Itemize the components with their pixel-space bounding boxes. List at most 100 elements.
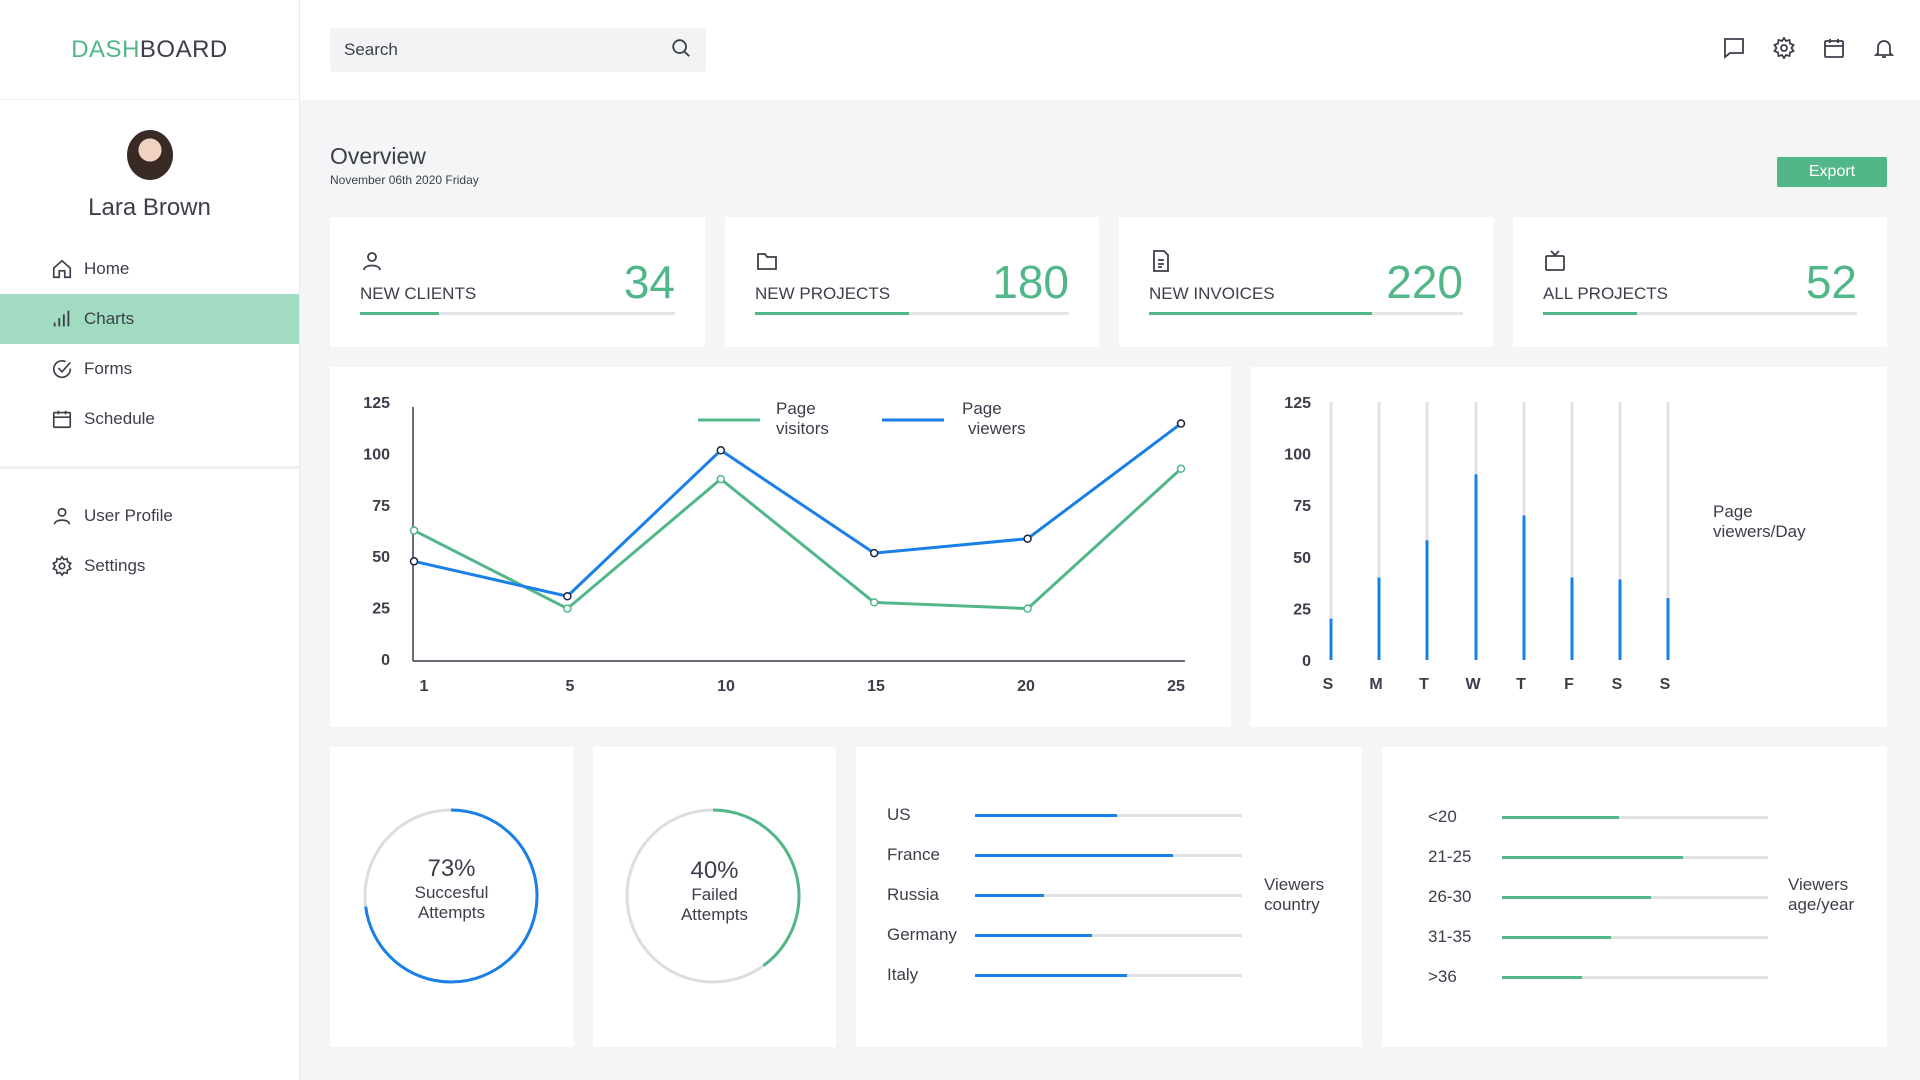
- search-icon[interactable]: [670, 37, 692, 64]
- viewers-country-card: Viewers country US France Russia Germany Ita…: [856, 747, 1362, 1047]
- sidebar: DASH BOARD Lara Brown Home Charts Forms: [0, 0, 300, 1080]
- hbar-track: [1502, 816, 1768, 819]
- legend-label: Page: [776, 399, 816, 418]
- sidebar-item-forms[interactable]: Forms: [0, 344, 299, 394]
- hbar-track: [975, 854, 1242, 857]
- user-profile-block: Lara Brown: [0, 100, 299, 222]
- avatar[interactable]: [126, 130, 173, 180]
- sidebar-divider: [0, 466, 299, 469]
- sidebar-item-charts[interactable]: Charts: [0, 294, 299, 344]
- sidebar-nav-secondary: User Profile Settings: [0, 491, 299, 591]
- donut-arc: [625, 808, 801, 984]
- stat-card-all-projects[interactable]: ALL PROJECTS 52: [1513, 217, 1887, 347]
- series-line: [413, 467, 1183, 611]
- hbar-label: France: [887, 845, 940, 864]
- hbar-label: Germany: [887, 925, 957, 944]
- chart-label: Page: [1713, 502, 1753, 521]
- donut-percentage: 40%: [690, 857, 739, 884]
- donut-card-success: 73% Succesful Attempts: [330, 747, 573, 1047]
- stat-card-new-invoices[interactable]: NEW INVOICES 220: [1119, 217, 1493, 347]
- calendar-icon[interactable]: [1822, 36, 1846, 60]
- hbar-label: 31-35: [1428, 927, 1472, 946]
- data-point: [716, 474, 726, 484]
- hbar-track: [1502, 936, 1768, 939]
- x-tick-label: T: [1516, 676, 1526, 693]
- stat-progress-track: [360, 312, 675, 315]
- bar-chart-icon: [50, 307, 74, 331]
- stat-label: NEW CLIENTS: [360, 284, 477, 303]
- y-tick-label: 100: [363, 446, 390, 463]
- y-tick-label: 0: [381, 652, 390, 669]
- sidebar-item-schedule[interactable]: Schedule: [0, 394, 299, 444]
- hbar-fill: [1502, 896, 1651, 899]
- page-title: Overview: [330, 143, 426, 169]
- donut-arc: [363, 808, 539, 984]
- hbar-track: [975, 814, 1242, 817]
- data-point: [563, 604, 572, 613]
- brand-part2: BOARD: [139, 35, 228, 63]
- y-tick-label: 75: [372, 498, 390, 515]
- donut-label: 40% Failed Attempts: [593, 857, 836, 925]
- folder-icon: [755, 249, 779, 273]
- donut-label: 73% Succesful Attempts: [330, 855, 573, 923]
- side-label-line1: Viewers: [1264, 875, 1325, 894]
- stat-value: 52: [1805, 256, 1857, 308]
- search-input[interactable]: [344, 40, 670, 60]
- user-name: Lara Brown: [88, 194, 211, 221]
- data-point: [1176, 419, 1186, 428]
- donut-percentage: 73%: [427, 855, 476, 882]
- y-tick-label: 25: [372, 601, 390, 618]
- check-circle-icon: [50, 357, 74, 381]
- y-tick-label: 0: [1302, 653, 1311, 670]
- bell-icon[interactable]: [1872, 36, 1896, 60]
- stat-label: ALL PROJECTS: [1543, 284, 1669, 303]
- legend-label: Page: [962, 399, 1002, 418]
- user-icon: [360, 249, 384, 273]
- hbar-track: [975, 974, 1242, 977]
- stat-value: 180: [992, 256, 1069, 308]
- legend-label: visitors: [776, 419, 829, 438]
- stat-progress-track: [1543, 312, 1857, 315]
- export-button[interactable]: Export: [1777, 157, 1887, 187]
- stat-progress-fill: [360, 312, 439, 315]
- viewers-age-card: Viewers age/year <20 21-25 26-30 31-35 >36: [1382, 747, 1887, 1047]
- stat-label: NEW INVOICES: [1149, 284, 1275, 303]
- sidebar-item-settings[interactable]: Settings: [0, 541, 299, 591]
- stat-card-new-projects[interactable]: NEW PROJECTS 180: [725, 217, 1099, 347]
- hbar-fill: [1502, 976, 1582, 979]
- hbar-fill: [975, 854, 1173, 857]
- user-icon: [50, 504, 74, 528]
- data-point: [409, 526, 419, 535]
- donut-label-line1: Failed: [691, 885, 738, 904]
- sidebar-item-label: Schedule: [84, 409, 155, 428]
- y-tick-label: 75: [1293, 498, 1311, 515]
- gear-icon[interactable]: [1772, 36, 1796, 60]
- sidebar-nav: Home Charts Forms Schedule: [0, 244, 299, 444]
- sidebar-item-user-profile[interactable]: User Profile: [0, 491, 299, 541]
- hbar-track: [975, 894, 1242, 897]
- x-tick-label: 5: [566, 678, 575, 695]
- x-tick-label: W: [1465, 676, 1481, 693]
- x-tick-label: 25: [1167, 678, 1185, 695]
- chat-icon[interactable]: [1722, 36, 1746, 60]
- data-point: [1023, 604, 1032, 613]
- stat-progress-fill: [755, 312, 909, 315]
- data-point: [716, 446, 726, 455]
- sidebar-item-home[interactable]: Home: [0, 244, 299, 294]
- hbar-label: <20: [1428, 807, 1457, 826]
- stat-label: NEW PROJECTS: [755, 284, 891, 303]
- x-tick-label: 20: [1017, 678, 1035, 695]
- donut-label-line1: Succesful: [414, 883, 489, 902]
- sidebar-item-label: User Profile: [84, 506, 173, 525]
- hbar-fill: [1502, 856, 1683, 859]
- data-point: [869, 548, 879, 558]
- donut-label-line2: Attempts: [417, 903, 486, 922]
- y-tick-label: 125: [1284, 395, 1311, 412]
- stat-card-new-clients[interactable]: NEW CLIENTS 34: [330, 217, 705, 347]
- data-point: [1023, 534, 1032, 543]
- brand-logo[interactable]: DASH BOARD: [0, 0, 299, 100]
- hbar-label: >36: [1428, 967, 1457, 986]
- hbar-track: [975, 934, 1242, 937]
- x-tick-label: F: [1564, 676, 1574, 693]
